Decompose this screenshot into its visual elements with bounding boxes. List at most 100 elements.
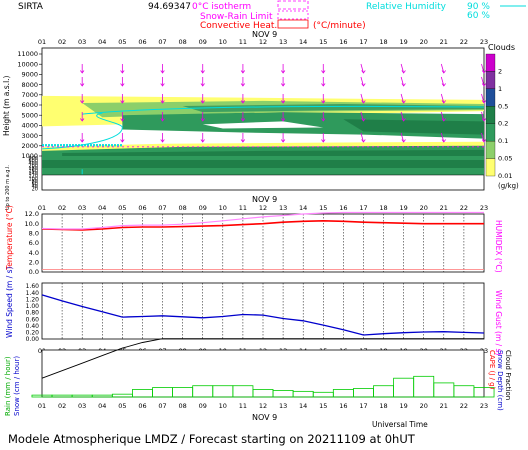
- height-tick-label-low: 60: [32, 181, 38, 187]
- hour-tick-label: 19: [399, 204, 407, 212]
- height-tick-label-low: 400: [28, 161, 38, 167]
- temperature-tick-label: 2.0: [29, 259, 39, 267]
- cloud-legend-title: Clouds: [488, 43, 515, 52]
- wind-arrow-head: [441, 70, 446, 74]
- isotherm-legend-label: 0°C isotherm: [192, 2, 251, 12]
- hour-tick-label: 14: [299, 38, 307, 46]
- snow-depth-axis-label: Snow Depth (cm): [496, 350, 504, 411]
- cloud-layer-mid-dense: [343, 119, 484, 135]
- hour-tick-label: 17: [359, 38, 367, 46]
- hour-tick-label: 23: [480, 402, 488, 410]
- hour-tick-label: 12: [259, 402, 267, 410]
- wind-tick-label: 0.60: [26, 316, 40, 323]
- wind-arrow-head: [240, 83, 246, 87]
- gust-axis-label: Wind Gust (m / s): [494, 290, 503, 355]
- wind-arrow-head: [120, 70, 125, 74]
- wind-arrow-head: [481, 83, 487, 87]
- wind-arrow-head: [280, 83, 286, 87]
- wind-arrow-head: [481, 139, 487, 143]
- hour-tick-label: 07: [158, 204, 166, 212]
- rh-legend-label: Relative Humidity: [366, 2, 447, 12]
- cloud-legend-unit: (g/kg): [498, 182, 519, 190]
- height-tick-label: 3000: [21, 132, 38, 140]
- wind-arrow: [400, 132, 405, 143]
- wind-arrow: [400, 76, 405, 87]
- hour-tick-label: 01: [38, 38, 46, 46]
- cloud-legend-label: 0.05: [498, 155, 512, 163]
- height-tick-label: 6000: [21, 101, 38, 109]
- site-coords: 94.69347: [148, 2, 191, 12]
- hour-tick-label: 17: [359, 204, 367, 212]
- hour-tick-label: 06: [138, 402, 146, 410]
- hour-tick-label: 19: [399, 38, 407, 46]
- temperature-tick-label: 12.0: [25, 210, 39, 218]
- temperature-ticks: 12.0 10.0 8.06.0 4.0 2.00.0: [25, 210, 39, 276]
- convective-legend-unit: (°C/minute): [313, 21, 366, 31]
- hour-tick-label: 18: [379, 204, 387, 212]
- cloud-legend-swatch: [485, 158, 496, 177]
- hour-tick-label: 11: [239, 38, 247, 46]
- hour-tick-label: 13: [279, 204, 287, 212]
- hour-tick-label: 16: [339, 38, 347, 46]
- wind-arrow: [481, 132, 485, 143]
- hour-tick-label: 03: [78, 204, 86, 212]
- wind-tick-label: 0.80: [26, 310, 40, 317]
- hour-tick-label: 04: [98, 204, 106, 212]
- temperature-tick-label: 4.0: [29, 249, 39, 257]
- hour-tick-label: 05: [118, 204, 126, 212]
- wind-arrow-head: [280, 70, 286, 74]
- temperature-tick-label: 0.0: [29, 268, 39, 276]
- hour-tick-label: 14: [299, 402, 307, 410]
- hour-tick-label: 11: [239, 402, 247, 410]
- wind-arrow-head: [401, 118, 406, 122]
- temperature-line: [41, 219, 484, 231]
- wind-tick-label: 1.20: [26, 296, 40, 303]
- height-tick-label: 1000: [21, 152, 38, 160]
- height-tick-label: 10000: [17, 60, 38, 68]
- hour-tick-label: 02: [58, 204, 66, 212]
- height-tick-label-low: 20: [32, 186, 38, 192]
- cloud-legend-label: 2: [498, 67, 502, 75]
- wind-arrow-head: [280, 139, 286, 143]
- wind-arrow-head: [120, 83, 125, 87]
- hour-tick-label: 04: [98, 402, 106, 410]
- cloud-legend-label: 0.1: [498, 137, 508, 145]
- wind-axis-label: Wind Speed (m / s): [5, 266, 14, 338]
- height-tick-label: 7000: [21, 91, 38, 99]
- hour-tick-label: 04: [98, 38, 106, 46]
- hour-tick-label: 03: [78, 402, 86, 410]
- hour-tick-label: 08: [178, 204, 186, 212]
- precip-panel: [31, 338, 495, 398]
- wind-tick-label: 1.60: [26, 283, 40, 290]
- wind-arrow-head: [401, 139, 406, 143]
- height-tick-label: 5000: [21, 111, 38, 119]
- height-tick-label-low: 40: [32, 184, 38, 190]
- rh-legend-60: 60 %: [467, 11, 490, 21]
- hour-tick-label: 15: [319, 402, 327, 410]
- hour-tick-label: 21: [440, 38, 448, 46]
- hour-ticks-bottom: 01 02 03 04 05 06 07 08 09 10 11 12 13 14 15 16 17 18 19 20…: [38, 402, 488, 410]
- isotherm-legend-swatch: [277, 0, 309, 10]
- hour-tick-label: 17: [359, 402, 367, 410]
- wind-arrow: [360, 76, 364, 87]
- hour-tick-label: 11: [239, 204, 247, 212]
- hour-ticks-top: 01 02 03 04 05 06 07 08 09 10 11 12 13 14 15 16 17 18 19 20…: [38, 38, 488, 46]
- wind-arrow-head: [361, 83, 366, 87]
- wind-arrow-head: [160, 100, 165, 104]
- wind-arrow-head: [441, 118, 446, 122]
- rain-axis-label: Rain (mm / hour): [4, 356, 12, 416]
- hour-tick-label: 07: [158, 38, 166, 46]
- wind-arrow-head: [361, 100, 366, 104]
- snow-rain-legend-label: Snow-Rain Limit: [200, 12, 273, 22]
- cloud-fields: [41, 95, 485, 175]
- temperature-panel: 12.0 10.0 8.06.0 4.0 2.00.0: [25, 210, 485, 276]
- cloud-legend-label: 1: [498, 85, 502, 93]
- wind-arrow-head: [361, 70, 366, 74]
- wind-arrow-head: [280, 118, 286, 122]
- wind-arrow-head: [321, 83, 326, 87]
- hour-tick-label: 22: [460, 402, 468, 410]
- hour-tick-label: 23: [480, 204, 488, 212]
- cloud-near-ground-dense: [42, 160, 484, 168]
- cloud-gap: [202, 121, 324, 129]
